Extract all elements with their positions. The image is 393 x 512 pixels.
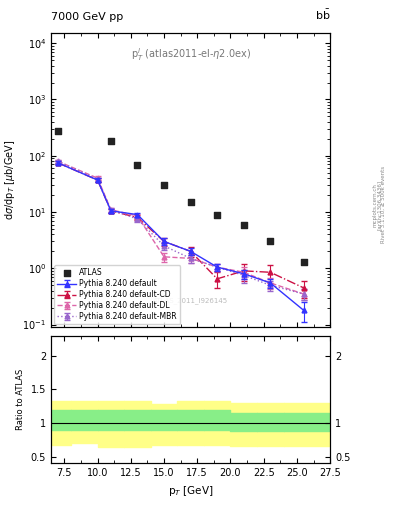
Y-axis label: Ratio to ATLAS: Ratio to ATLAS — [16, 369, 25, 430]
Text: ATLAS_2011_I926145: ATLAS_2011_I926145 — [153, 297, 228, 304]
Text: p$^l_T$ (atlas2011-el-$\eta$2.0ex): p$^l_T$ (atlas2011-el-$\eta$2.0ex) — [130, 47, 251, 63]
Y-axis label: d$\sigma$/dp$_T$ [$\mu$b/GeV]: d$\sigma$/dp$_T$ [$\mu$b/GeV] — [3, 140, 17, 221]
Text: 7000 GeV pp: 7000 GeV pp — [51, 11, 123, 22]
Text: b$\bar{\rm b}$: b$\bar{\rm b}$ — [315, 7, 330, 22]
ATLAS — [134, 161, 141, 169]
Text: mcplots.cern.ch: mcplots.cern.ch — [373, 183, 378, 227]
X-axis label: p$_T$ [GeV]: p$_T$ [GeV] — [168, 484, 213, 498]
Text: [arXiv:1306.3436]: [arXiv:1306.3436] — [377, 180, 382, 230]
Legend: ATLAS, Pythia 8.240 default, Pythia 8.240 default-CD, Pythia 8.240 default-DL, P: ATLAS, Pythia 8.240 default, Pythia 8.24… — [54, 265, 180, 324]
ATLAS — [214, 210, 220, 219]
ATLAS — [187, 198, 194, 206]
ATLAS — [241, 220, 247, 228]
Text: Rivet 3.1.10, ≥ 500k events: Rivet 3.1.10, ≥ 500k events — [381, 166, 386, 243]
ATLAS — [161, 181, 167, 189]
ATLAS — [300, 258, 307, 266]
ATLAS — [108, 137, 114, 145]
ATLAS — [267, 238, 274, 246]
ATLAS — [55, 126, 61, 135]
